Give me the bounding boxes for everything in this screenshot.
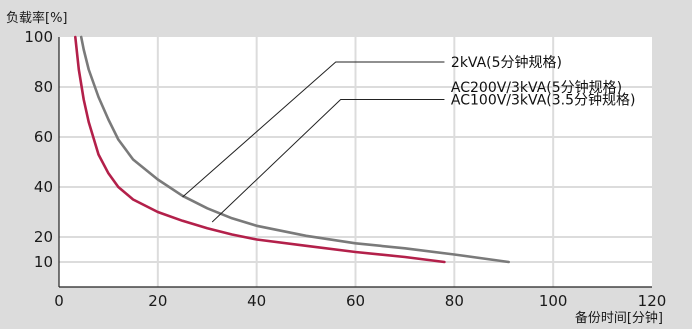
y-tick-label: 20 <box>34 228 53 246</box>
callout-label-2: AC200V/3kVA(5分钟规格) <box>451 79 622 96</box>
y-tick-label: 60 <box>34 128 53 146</box>
y-tick-label: 10 <box>34 253 53 271</box>
series-line-1 <box>79 35 510 264</box>
y-tick-label: 100 <box>24 28 53 46</box>
x-tick-label: 100 <box>539 292 568 310</box>
x-tick-label: 20 <box>148 292 167 310</box>
y-tick-label: 40 <box>34 178 53 196</box>
x-tick-label: 60 <box>346 292 365 310</box>
series-group <box>74 35 510 264</box>
axes <box>58 37 652 288</box>
y-axis-title: 负载率[%] <box>6 10 68 26</box>
callout-label-3: AC100V/3kVA(3.5分钟规格) <box>451 92 636 109</box>
tick-labels: 0 20 40 60 80 100 120 10 20 40 60 80 100 <box>24 28 666 310</box>
series-line-2 <box>74 35 446 264</box>
callouts: 2kVA(5分钟规格) AC200V/3kVA(5分钟规格)AC100V/3kVA… <box>182 54 636 223</box>
grid <box>59 37 652 287</box>
x-axis-title: 备份时间[分钟] <box>575 310 663 326</box>
x-tick-label: 80 <box>445 292 464 310</box>
callout-leader-3 <box>211 99 445 223</box>
y-tick-label: 80 <box>34 78 53 96</box>
x-tick-label: 0 <box>54 292 64 310</box>
x-tick-label: 120 <box>638 292 667 310</box>
x-tick-label: 40 <box>247 292 266 310</box>
callout-label-1: 2kVA(5分钟规格) <box>451 54 562 71</box>
callout-leader-1 <box>182 61 445 198</box>
